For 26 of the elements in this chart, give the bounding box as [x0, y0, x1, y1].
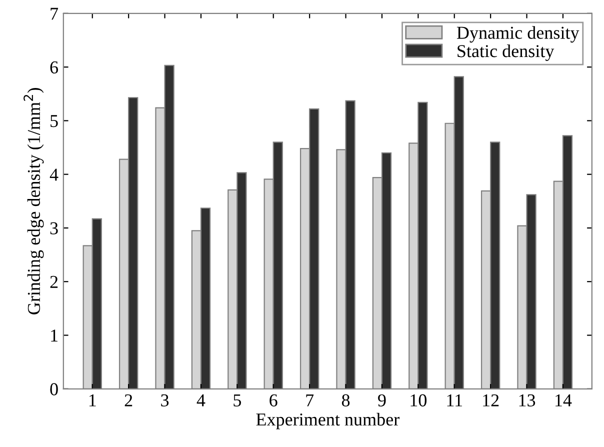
y-tick-label: 2: [50, 276, 58, 288]
y-tick-label: 7: [50, 8, 58, 20]
x-tick-label: 10: [410, 394, 427, 406]
x-tick-label: 2: [124, 394, 132, 406]
y-tick-label: 5: [50, 115, 58, 128]
y-tick-label: 6: [50, 61, 58, 74]
y-tick-label: 3: [50, 222, 58, 234]
x-tick-label: 12: [483, 394, 499, 406]
x-tick-label: 11: [447, 394, 462, 406]
legend-label: Static density: [458, 44, 554, 61]
x-tick-label: 9: [378, 394, 386, 406]
x-axis-title: Experiment number: [256, 412, 400, 430]
x-tick-label: 4: [196, 394, 206, 406]
x-tick-label: 3: [161, 394, 169, 406]
x-tick-label: 1: [89, 394, 96, 406]
x-tick-label: 13: [519, 394, 536, 406]
x-tick-label: 6: [270, 394, 278, 406]
y-tick-label: 1: [51, 330, 58, 342]
x-tick-label: 14: [556, 394, 572, 406]
y-axis-title: Grinding edge density (1/mm$^{2}$): [24, 88, 44, 314]
legend-label: Dynamic density: [456, 26, 580, 43]
x-tick-label: 8: [342, 394, 350, 406]
y-tick-label: 4: [50, 168, 58, 181]
x-tick-label: 5: [234, 394, 241, 406]
y-tick-label: 0: [50, 383, 58, 396]
x-tick-label: 7: [306, 394, 314, 406]
